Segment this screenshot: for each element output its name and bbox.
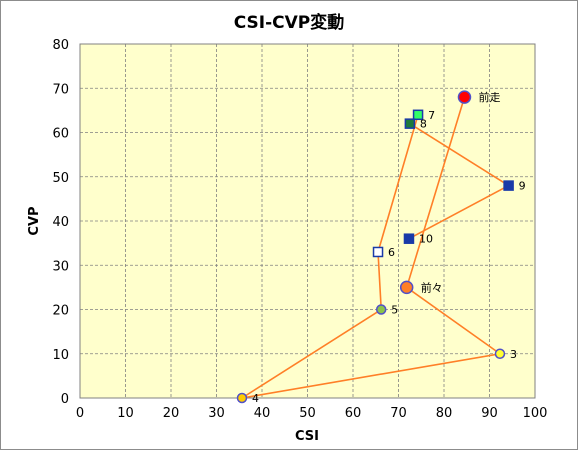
y-axis-label: CVP bbox=[27, 206, 42, 235]
x-tick-label: 10 bbox=[117, 406, 134, 421]
x-tick-label: 20 bbox=[163, 406, 180, 421]
x-tick-label: 80 bbox=[436, 406, 453, 421]
y-tick-label: 70 bbox=[52, 82, 69, 97]
y-tick-label: 60 bbox=[52, 127, 69, 142]
data-point bbox=[374, 247, 383, 256]
x-tick-label: 50 bbox=[299, 406, 316, 421]
point-label: 6 bbox=[388, 246, 395, 259]
y-tick-label: 50 bbox=[52, 171, 69, 186]
data-point bbox=[237, 394, 246, 403]
x-tick-label: 60 bbox=[345, 406, 362, 421]
point-label: 4 bbox=[252, 392, 259, 405]
y-tick-label: 10 bbox=[52, 348, 69, 363]
y-tick-label: 0 bbox=[61, 392, 69, 407]
point-label: 7 bbox=[428, 109, 435, 122]
data-point bbox=[495, 349, 504, 358]
data-point bbox=[405, 119, 414, 128]
point-label: 5 bbox=[391, 304, 398, 317]
y-tick-label: 30 bbox=[52, 259, 69, 274]
x-tick-label: 30 bbox=[208, 406, 225, 421]
x-tick-label: 90 bbox=[481, 406, 498, 421]
y-tick-label: 40 bbox=[52, 215, 69, 230]
x-tick-label: 0 bbox=[76, 406, 84, 421]
x-axis-label: CSI bbox=[295, 429, 319, 444]
x-tick-label: 100 bbox=[523, 406, 548, 421]
x-tick-label: 70 bbox=[390, 406, 407, 421]
data-point bbox=[401, 281, 413, 293]
y-tick-label: 20 bbox=[52, 304, 69, 319]
y-tick-label: 80 bbox=[52, 38, 69, 53]
data-point bbox=[377, 305, 386, 314]
point-label: 8 bbox=[420, 118, 427, 131]
point-label: 9 bbox=[519, 180, 526, 193]
data-point bbox=[504, 181, 513, 190]
x-tick-label: 40 bbox=[254, 406, 271, 421]
point-label: 前々 bbox=[421, 280, 443, 294]
point-label: 前走 bbox=[478, 90, 500, 104]
point-label: 10 bbox=[419, 233, 433, 246]
data-point bbox=[404, 234, 413, 243]
point-label: 3 bbox=[510, 348, 517, 361]
data-point bbox=[458, 91, 470, 103]
